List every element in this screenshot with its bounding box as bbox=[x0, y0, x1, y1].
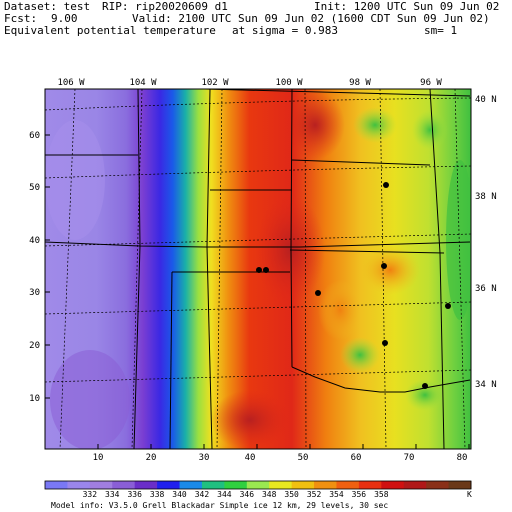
lon-label: 98 W bbox=[349, 78, 371, 88]
lat-label: 40 N bbox=[475, 95, 497, 105]
lat-label: 34 N bbox=[475, 380, 497, 390]
x-tick-label: 20 bbox=[146, 453, 157, 463]
x-tick-label: 60 bbox=[351, 453, 362, 463]
lon-label: 102 W bbox=[201, 78, 229, 88]
city-marker bbox=[315, 290, 321, 296]
city-marker bbox=[381, 263, 387, 269]
y-axis-ticks bbox=[45, 134, 50, 399]
city-marker bbox=[256, 267, 262, 273]
smoothing-label: sm= 1 bbox=[424, 24, 458, 37]
legend-value-label: 340 bbox=[172, 490, 187, 499]
init-label: Init: 1200 UTC Sun 09 Jun 02 bbox=[314, 0, 500, 13]
legend-swatch bbox=[224, 481, 248, 489]
lon-label: 106 W bbox=[57, 78, 85, 88]
legend-swatch bbox=[45, 481, 68, 489]
legend-value-label: 338 bbox=[150, 490, 165, 499]
city-marker bbox=[382, 340, 388, 346]
model-info: Model info: V3.5.0 Grell Blackadar Simpl… bbox=[51, 501, 388, 510]
city-marker bbox=[445, 303, 451, 309]
legend-swatch bbox=[89, 481, 113, 489]
rip-label: RIP: rip20020609 d1 bbox=[102, 0, 228, 13]
legend-swatch bbox=[134, 481, 158, 489]
sigma-label: at sigma = 0.983 bbox=[232, 24, 338, 37]
legend-value-label: 354 bbox=[329, 490, 344, 499]
legend-swatch bbox=[157, 481, 181, 489]
fcst-value: 9.00 bbox=[51, 12, 78, 25]
legend-swatch bbox=[336, 481, 360, 489]
x-tick-label: 30 bbox=[199, 453, 210, 463]
legend-value-label: 346 bbox=[240, 490, 255, 499]
legend-value-label: 348 bbox=[262, 490, 277, 499]
legend-value-label: 356 bbox=[352, 490, 367, 499]
y-tick-label: 10 bbox=[29, 394, 40, 404]
legend-swatch bbox=[179, 481, 203, 489]
city-marker bbox=[263, 267, 269, 273]
fcst-label: Fcst: bbox=[4, 12, 38, 25]
x-tick-label: 10 bbox=[93, 453, 104, 463]
legend-value-label: 342 bbox=[195, 490, 210, 499]
top-lon-labels: 106 W 104 W 102 W 100 W 98 W 96 W bbox=[57, 78, 442, 88]
color-legend bbox=[45, 481, 472, 489]
legend-swatch bbox=[201, 481, 225, 489]
legend-swatch bbox=[314, 481, 337, 489]
right-lat-labels: 40 N 38 N 36 N 34 N bbox=[475, 95, 497, 390]
x-tick-label: 40 bbox=[245, 453, 256, 463]
dataset-label: Dataset: test bbox=[4, 0, 91, 13]
x-axis-labels: 10 20 30 40 50 60 70 80 bbox=[93, 453, 468, 463]
lat-lon-grid bbox=[45, 89, 471, 449]
legend-swatch bbox=[403, 481, 427, 489]
legend-swatch bbox=[291, 481, 315, 489]
legend-value-label: 350 bbox=[284, 490, 299, 499]
field-label: Equivalent potential temperature bbox=[4, 24, 216, 37]
legend-swatch bbox=[67, 481, 91, 489]
lon-label: 96 W bbox=[420, 78, 442, 88]
y-axis-labels: 10 20 30 40 50 60 bbox=[29, 131, 40, 404]
x-tick-label: 70 bbox=[404, 453, 415, 463]
legend-value-label: 332 bbox=[83, 490, 98, 499]
legend-value-label: 334 bbox=[105, 490, 120, 499]
legend-swatch bbox=[112, 481, 136, 489]
city-marker bbox=[383, 182, 389, 188]
legend-value-label: 336 bbox=[127, 490, 142, 499]
x-axis-ticks bbox=[97, 444, 470, 449]
y-tick-label: 60 bbox=[29, 131, 40, 141]
y-tick-label: 20 bbox=[29, 341, 40, 351]
valid-label: Valid: 2100 UTC Sun 09 Jun 02 (1600 CDT … bbox=[132, 12, 490, 25]
y-tick-label: 30 bbox=[29, 288, 40, 298]
legend-labels: 332 334 336 338 340 342 344 346 348 350 352 354 356 3… bbox=[83, 490, 389, 499]
state-boundaries bbox=[45, 89, 471, 449]
city-markers bbox=[256, 182, 451, 389]
legend-value-label: 358 bbox=[374, 490, 389, 499]
legend-frame bbox=[44, 480, 472, 490]
lat-label: 36 N bbox=[475, 284, 497, 294]
legend-unit: K bbox=[467, 490, 472, 499]
x-tick-label: 50 bbox=[298, 453, 309, 463]
lat-label: 38 N bbox=[475, 192, 497, 202]
plot-frame bbox=[44, 88, 472, 450]
legend-swatch bbox=[358, 481, 382, 489]
city-marker bbox=[422, 383, 428, 389]
x-tick-label: 80 bbox=[457, 453, 468, 463]
legend-swatch bbox=[269, 481, 293, 489]
legend-value-label: 344 bbox=[217, 490, 232, 499]
y-tick-label: 50 bbox=[29, 183, 40, 193]
y-tick-label: 40 bbox=[29, 236, 40, 246]
legend-value-label: 352 bbox=[307, 490, 322, 499]
legend-swatch bbox=[448, 481, 472, 489]
legend-swatch bbox=[426, 481, 450, 489]
legend-swatch bbox=[381, 481, 405, 489]
legend-swatch bbox=[246, 481, 270, 489]
lon-label: 104 W bbox=[129, 78, 157, 88]
lon-label: 100 W bbox=[275, 78, 303, 88]
